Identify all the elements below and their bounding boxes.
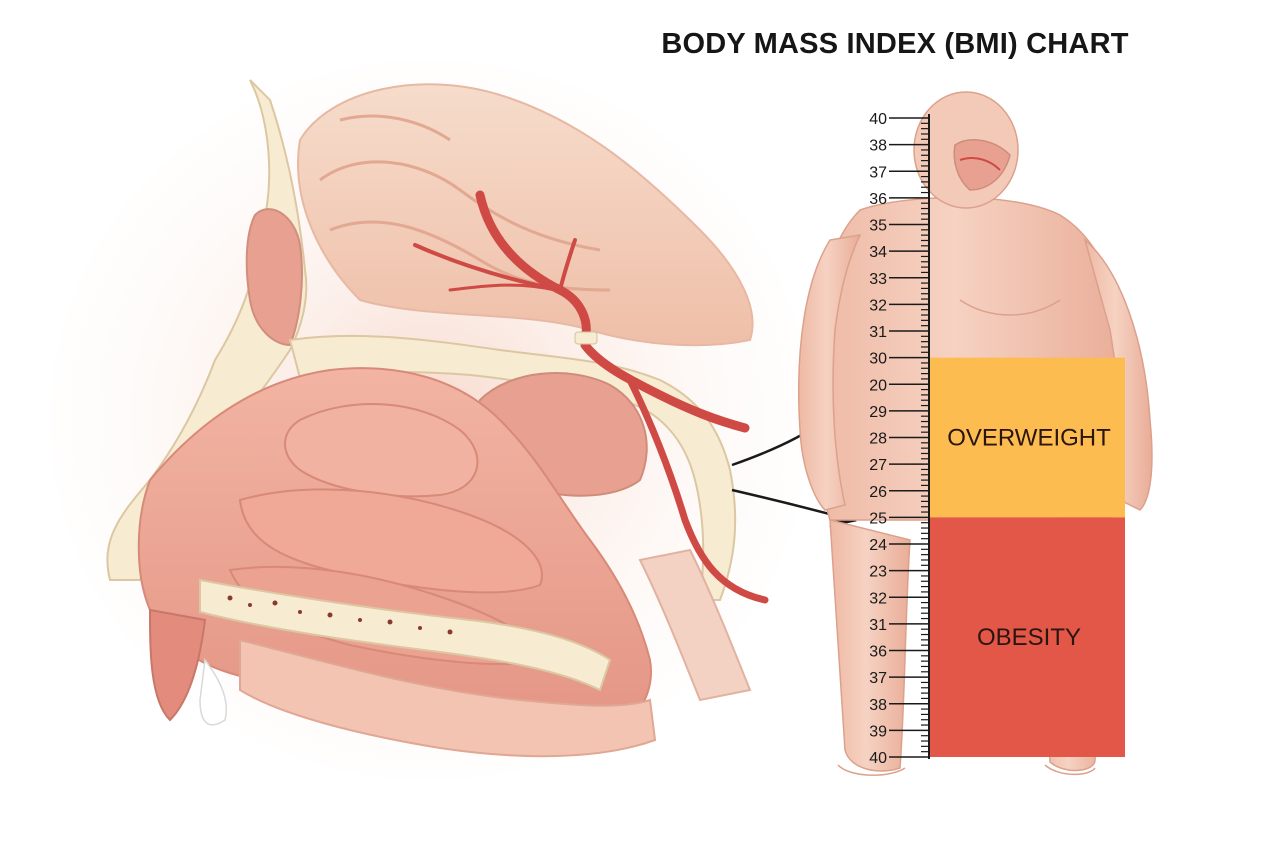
scale-tick-label: 29 (869, 404, 887, 421)
bmi-band-label: OVERWEIGHT (947, 425, 1111, 452)
scale-tick-label: 32 (869, 590, 887, 607)
scale-tick-label: 31 (869, 324, 887, 341)
scale-tick-label: 27 (869, 457, 887, 474)
scale-tick-label: 23 (869, 564, 887, 581)
chart-title: BODY MASS INDEX (BMI) CHART (661, 28, 1129, 60)
scale-tick-label: 39 (869, 723, 887, 740)
scale-tick-label: 32 (869, 297, 887, 314)
scale-tick-label: 33 (869, 271, 887, 288)
scale-tick-label: 40 (869, 750, 887, 767)
scale-tick-label: 31 (869, 617, 887, 634)
scale-tick-label: 20 (869, 377, 887, 394)
scale-tick-label: 30 (869, 351, 887, 368)
scale-tick-label: 28 (869, 431, 887, 448)
scale-tick-label: 25 (869, 510, 887, 527)
scale-tick-label: 40 (869, 111, 887, 128)
scale-tick-label: 26 (869, 484, 887, 501)
bmi-band-overweight (930, 357, 1125, 518)
scale-tick-label: 34 (869, 244, 887, 261)
bmi-scale: 40 38 37 36 35 34 33 32 31 30 20 29 28 27 26 25 24 23 32 31… (869, 111, 930, 767)
scale-tick-label: 36 (869, 644, 887, 661)
bmi-band-obesity (930, 517, 1125, 757)
bmi-bands: OVERWEIGHT OBESITY (930, 357, 1125, 757)
scale-tick-label: 38 (869, 697, 887, 714)
scale-tick-label: 37 (869, 670, 887, 687)
nasal-anatomy-illustration (50, 60, 810, 780)
scale-tick-label: 24 (869, 537, 887, 554)
scale-tick-label: 38 (869, 138, 887, 155)
bmi-band-label: OBESITY (977, 624, 1081, 651)
scale-tick-label: 37 (869, 164, 887, 181)
scale-tick-label: 35 (869, 218, 887, 235)
scale-tick-label: 36 (869, 191, 887, 208)
